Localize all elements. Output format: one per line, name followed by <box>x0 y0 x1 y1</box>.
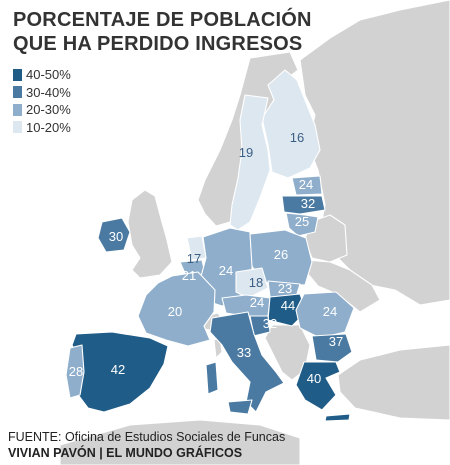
poland-value: 26 <box>274 247 288 262</box>
legend-label: 10-20% <box>26 119 71 135</box>
estonia-area <box>291 175 323 196</box>
country-value-labels: 16 19 24 32 25 30 17 21 24 26 18 23 24 4… <box>69 130 343 386</box>
footer: FUENTE: Oficina de Estudios Sociales de … <box>8 429 285 461</box>
legend-item-10-20: 10-20% <box>13 119 71 137</box>
sardinia-island <box>205 361 219 395</box>
sweden-area <box>229 94 271 231</box>
latvia-value: 32 <box>301 196 315 211</box>
legend-item-30-40: 30-40% <box>13 84 71 102</box>
italy-value: 33 <box>237 345 251 360</box>
ireland-value: 30 <box>109 229 123 244</box>
legend-swatch <box>13 68 22 81</box>
slovenia-value: 32 <box>263 316 277 331</box>
belgium-value: 21 <box>182 268 196 283</box>
legend-label: 20-30% <box>26 102 71 118</box>
credit-line: VIVIAN PAVÓN | EL MUNDO GRÁFICOS <box>8 446 243 460</box>
finland-value: 16 <box>290 130 304 145</box>
bulgaria-value: 37 <box>329 334 343 349</box>
legend: 40-50% 30-40% 20-30% 10-20% <box>13 66 71 136</box>
lithuania-area <box>285 212 319 237</box>
czechia-value: 18 <box>249 275 263 290</box>
legend-item-40-50: 40-50% <box>13 66 71 84</box>
ireland-area <box>97 217 131 253</box>
spain-value: 42 <box>111 362 125 377</box>
legend-label: 40-50% <box>26 67 71 83</box>
sicily-island <box>227 399 253 415</box>
balkans-region <box>264 324 311 381</box>
greece-area <box>295 361 341 411</box>
map-title: PORCENTAJE DE POBLACIÓN QUE HA PERDIDO I… <box>13 9 312 55</box>
netherlands-value: 17 <box>187 251 201 266</box>
bulgaria-area <box>311 333 353 363</box>
north-africa-region <box>59 419 301 465</box>
czechia-area <box>235 267 269 299</box>
estonia-value: 24 <box>299 177 313 192</box>
france-area <box>137 271 216 347</box>
legend-item-20-30: 20-30% <box>13 101 71 119</box>
legend-swatch <box>13 121 22 134</box>
legend-label: 30-40% <box>26 84 71 100</box>
uk-region <box>127 189 173 279</box>
turkey-region <box>337 344 450 421</box>
lithuania-value: 25 <box>295 214 309 229</box>
italy-area <box>209 311 285 413</box>
sweden-value: 19 <box>239 145 253 160</box>
ukraine-region <box>304 259 381 313</box>
france-value: 20 <box>168 304 182 319</box>
austria-value: 24 <box>250 295 264 310</box>
latvia-area <box>281 195 326 215</box>
legend-swatch <box>13 86 22 99</box>
portugal-value: 28 <box>69 364 83 379</box>
slovakia-value: 23 <box>278 281 292 296</box>
greece-value: 40 <box>307 371 321 386</box>
source-note: FUENTE: Oficina de Estudios Sociales de … <box>8 430 286 444</box>
crete-island <box>324 413 351 422</box>
germany-value: 24 <box>219 263 233 278</box>
hungary-value: 44 <box>281 298 295 313</box>
legend-swatch <box>13 103 22 116</box>
portugal-area <box>65 344 85 399</box>
romania-value: 24 <box>323 304 337 319</box>
